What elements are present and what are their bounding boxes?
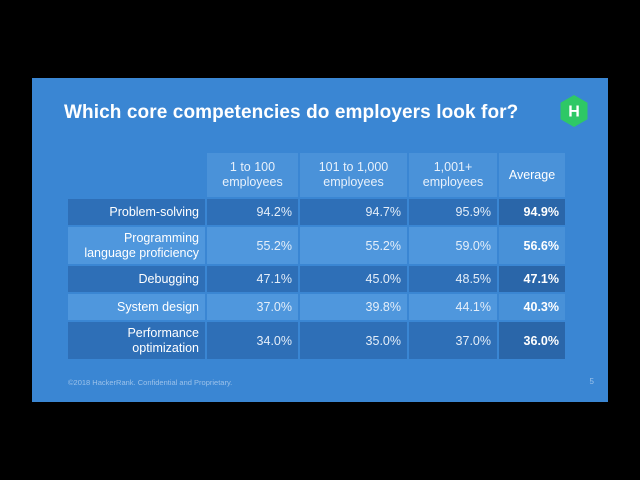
- column-header-line: 1 to 100: [229, 160, 276, 174]
- table-cell: 55.2%: [300, 227, 407, 264]
- table-row-debugging: Debugging 47.1% 45.0% 48.5% 47.1%: [68, 266, 565, 292]
- row-label-line: Problem-solving: [109, 204, 199, 219]
- average-cell: 40.3%: [499, 294, 565, 320]
- copyright-footer: ©2018 HackerRank. Confidential and Propr…: [68, 378, 233, 387]
- column-header-line: employees: [222, 175, 283, 189]
- average-cell: 47.1%: [499, 266, 565, 292]
- column-header-101-to-1000: 101 to 1,000 employees: [300, 153, 407, 197]
- header-corner-cell: [68, 153, 205, 197]
- column-header-average: Average: [499, 153, 565, 197]
- table-cell: 94.2%: [207, 199, 298, 225]
- column-header-1-to-100: 1 to 100 employees: [207, 153, 298, 197]
- table-row-performance-optimization: Performance optimization 34.0% 35.0% 37.…: [68, 322, 565, 359]
- table-cell: 47.1%: [207, 266, 298, 292]
- slide: Which core competencies do employers loo…: [32, 78, 608, 402]
- hackerrank-logo-icon: H: [560, 95, 588, 127]
- table-row-problem-solving: Problem-solving 94.2% 94.7% 95.9% 94.9%: [68, 199, 565, 225]
- average-cell: 94.9%: [499, 199, 565, 225]
- table-cell: 44.1%: [409, 294, 497, 320]
- row-label: System design: [68, 294, 205, 320]
- row-label: Performance optimization: [68, 322, 205, 359]
- row-label-line: optimization: [132, 340, 199, 355]
- table-cell: 95.9%: [409, 199, 497, 225]
- row-label: Programming language proficiency: [68, 227, 205, 264]
- row-label: Problem-solving: [68, 199, 205, 225]
- column-header-line: 1,001+: [433, 160, 473, 174]
- table-row-programming-language-proficiency: Programming language proficiency 55.2% 5…: [68, 227, 565, 264]
- average-cell: 36.0%: [499, 322, 565, 359]
- row-label-line: Debugging: [138, 271, 199, 286]
- table-cell: 35.0%: [300, 322, 407, 359]
- logo-hexagon: [560, 95, 588, 127]
- table-cell: 39.8%: [300, 294, 407, 320]
- table-cell: 55.2%: [207, 227, 298, 264]
- column-header-line: 101 to 1,000: [318, 160, 389, 174]
- table-cell: 94.7%: [300, 199, 407, 225]
- column-header-line: Average: [508, 167, 556, 182]
- logo-letter: H: [568, 104, 580, 121]
- table-cell: 45.0%: [300, 266, 407, 292]
- row-label-line: language proficiency: [84, 245, 199, 260]
- table-cell: 59.0%: [409, 227, 497, 264]
- table-row-system-design: System design 37.0% 39.8% 44.1% 40.3%: [68, 294, 565, 320]
- page-number: 5: [589, 377, 594, 386]
- table-header-row: 1 to 100 employees 101 to 1,000 employee…: [68, 153, 565, 197]
- row-label: Debugging: [68, 266, 205, 292]
- column-header-1001-plus: 1,001+ employees: [409, 153, 497, 197]
- slide-title: Which core competencies do employers loo…: [64, 102, 519, 123]
- row-label-line: System design: [117, 299, 199, 314]
- table-cell: 37.0%: [409, 322, 497, 359]
- table-cell: 37.0%: [207, 294, 298, 320]
- table-cell: 34.0%: [207, 322, 298, 359]
- row-label-line: Programming: [123, 230, 199, 245]
- column-header-line: employees: [323, 175, 384, 189]
- row-label-line: Performance: [127, 325, 199, 340]
- average-cell: 56.6%: [499, 227, 565, 264]
- column-header-line: employees: [422, 175, 484, 189]
- competency-table: 1 to 100 employees 101 to 1,000 employee…: [66, 151, 567, 361]
- table-cell: 48.5%: [409, 266, 497, 292]
